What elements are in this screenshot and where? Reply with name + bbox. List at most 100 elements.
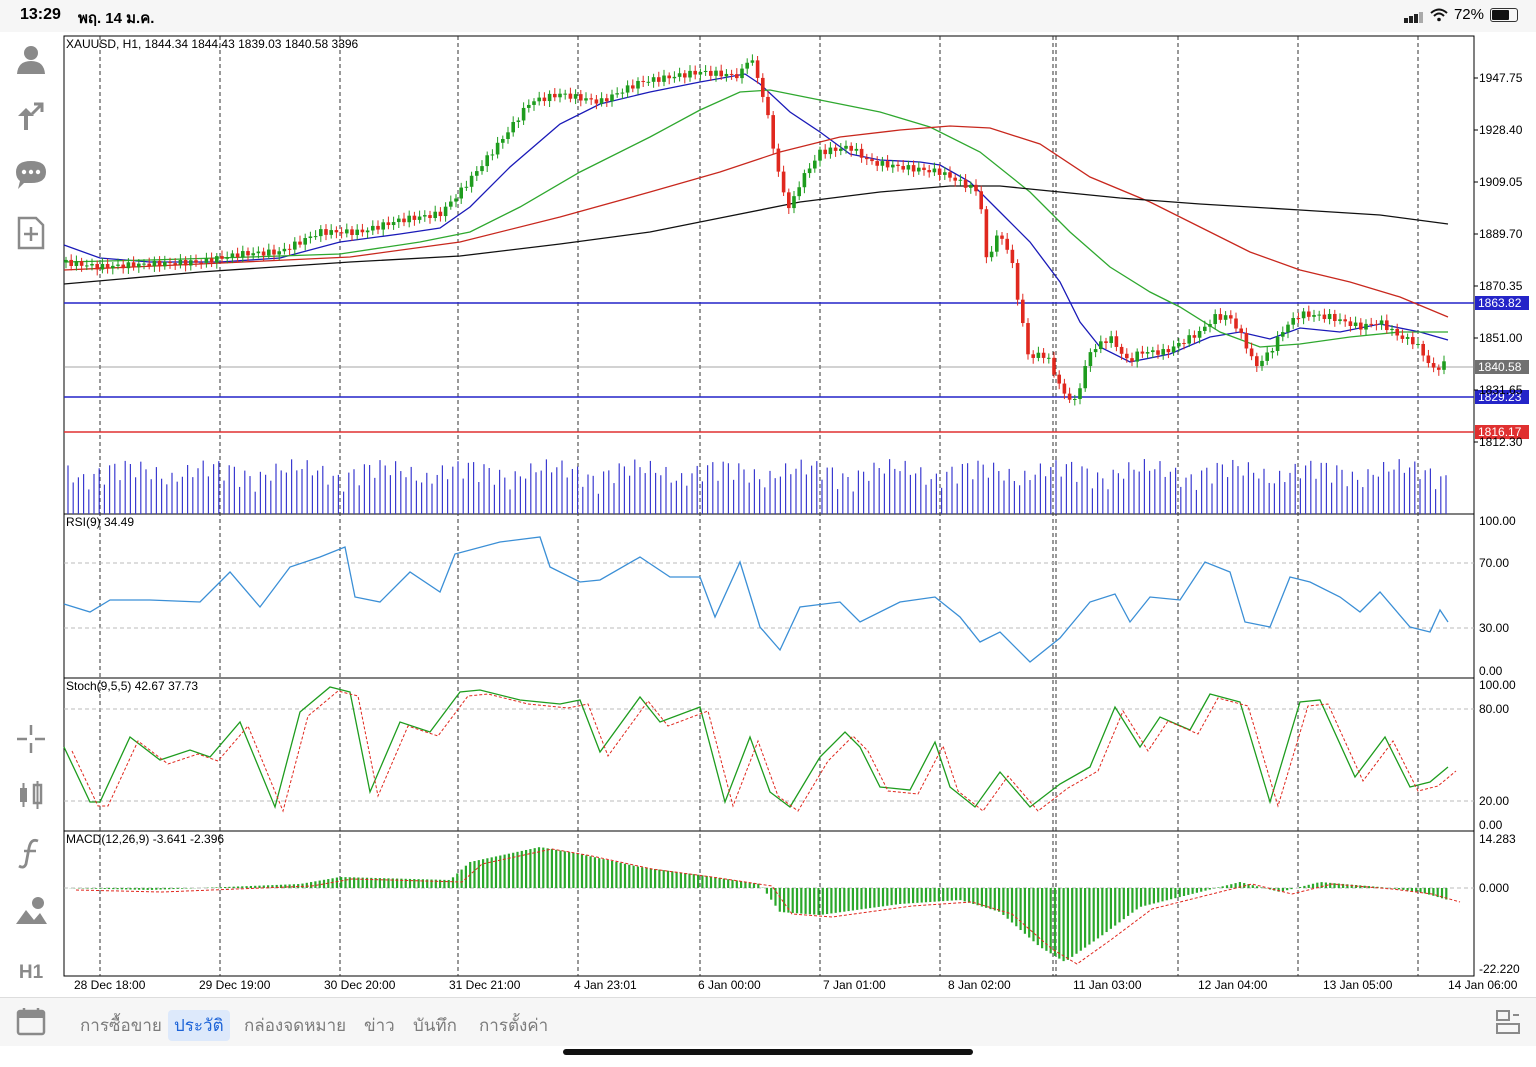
candle	[1041, 352, 1046, 358]
candle	[1026, 323, 1030, 355]
candle	[989, 251, 994, 258]
candle	[1021, 299, 1025, 324]
candle	[1119, 346, 1124, 354]
indicators-icon[interactable]	[14, 778, 48, 812]
tab-journal[interactable]: บันทึก	[413, 1016, 457, 1035]
price-tick-label: 1851.00	[1479, 331, 1523, 345]
candle	[469, 175, 474, 187]
candle	[641, 80, 645, 82]
candle	[1416, 343, 1420, 345]
candle	[698, 71, 703, 75]
tab-mailbox[interactable]: กล่องจดหมาย	[244, 1016, 347, 1035]
candle	[750, 60, 755, 63]
candle	[329, 230, 333, 235]
candle	[490, 154, 495, 156]
candle	[1437, 367, 1441, 370]
stoch-tick-label: 20.00	[1479, 794, 1509, 808]
candle	[1062, 383, 1067, 394]
candle	[719, 70, 723, 77]
price-tick-label: 1870.35	[1479, 279, 1523, 293]
time-axis-label: 29 Dec 19:00	[199, 978, 271, 992]
timeframe-label[interactable]: H1	[18, 962, 44, 983]
candle	[1322, 314, 1327, 320]
candle	[100, 263, 105, 270]
candle	[833, 147, 838, 151]
objects-icon[interactable]	[14, 894, 48, 928]
candle	[672, 76, 677, 79]
chart-svg[interactable]: 1863.82 1829.23 1816.17 1840.58 1947.75 1928…	[0, 32, 1536, 997]
tab-news[interactable]: ข่าว	[364, 1016, 395, 1035]
crosshair-icon[interactable]	[14, 722, 48, 756]
macd-tick-label: 14.283	[1479, 832, 1516, 846]
candle	[1239, 328, 1243, 333]
candle	[189, 260, 193, 266]
candle	[729, 73, 734, 75]
rsi-tick-label: 0.00	[1479, 664, 1503, 678]
candle	[313, 236, 318, 238]
time-axis-label: 30 Dec 20:00	[324, 978, 396, 992]
layout-icon[interactable]	[1494, 1008, 1522, 1036]
candle	[501, 138, 505, 143]
candle	[839, 148, 843, 151]
trade-icon[interactable]	[14, 100, 48, 134]
time-axis-label: 14 Jan 06:00	[1448, 978, 1518, 992]
rsi-tick-label: 100.00	[1479, 514, 1516, 528]
candle	[1442, 361, 1446, 370]
candle	[1135, 351, 1139, 362]
candle	[251, 253, 255, 256]
calendar-icon[interactable]	[16, 1006, 46, 1036]
candle	[885, 161, 890, 168]
support-label-bg	[1475, 390, 1529, 404]
account-icon[interactable]	[14, 42, 48, 76]
candle	[984, 209, 989, 258]
candle	[1265, 352, 1269, 361]
candle	[475, 171, 479, 176]
candle	[1281, 332, 1285, 337]
candle	[547, 93, 552, 102]
candle	[558, 93, 562, 98]
tab-history[interactable]: ประวัติ	[168, 1010, 230, 1041]
candle	[823, 149, 827, 155]
chart-area[interactable]: 1863.82 1829.23 1816.17 1840.58 1947.75 1928…	[0, 32, 1536, 997]
candle	[1327, 313, 1332, 320]
candle	[345, 229, 349, 234]
candle	[677, 73, 682, 77]
tab-trade[interactable]: การซื้อขาย	[80, 1016, 162, 1035]
current-price-label: 1840.58	[1478, 360, 1522, 374]
candle	[755, 60, 760, 78]
candle	[1197, 330, 1202, 338]
price-tick-label: 1831.65	[1479, 383, 1523, 397]
candle	[1359, 322, 1363, 330]
time-axis-label: 12 Jan 04:00	[1198, 978, 1268, 992]
candle	[906, 165, 911, 170]
candle	[1286, 324, 1290, 333]
function-icon[interactable]	[14, 836, 48, 870]
candle	[599, 98, 604, 104]
candle	[1036, 352, 1041, 358]
candle	[521, 107, 526, 121]
candle	[1099, 341, 1103, 350]
candle	[771, 115, 775, 149]
battery-percent: 72%	[1453, 6, 1484, 23]
candle	[969, 184, 973, 188]
candle	[1104, 341, 1108, 343]
time-axis-label: 31 Dec 21:00	[449, 978, 521, 992]
candle	[157, 260, 162, 267]
candle	[709, 70, 713, 76]
resistance-label-bg	[1475, 296, 1529, 310]
stoch-tick-label: 80.00	[1479, 702, 1509, 716]
candle	[1255, 356, 1259, 367]
candle	[402, 218, 406, 223]
candle	[802, 173, 807, 188]
tab-settings[interactable]: การตั้งค่า	[479, 1016, 549, 1035]
chat-icon[interactable]	[14, 158, 48, 192]
candle	[282, 248, 287, 252]
candle	[365, 230, 370, 233]
candle	[1005, 238, 1009, 250]
candle	[584, 98, 588, 101]
candle	[1364, 323, 1368, 330]
candle	[667, 75, 671, 79]
new-order-icon[interactable]	[14, 216, 48, 250]
candle	[917, 167, 921, 172]
candle	[371, 225, 375, 231]
